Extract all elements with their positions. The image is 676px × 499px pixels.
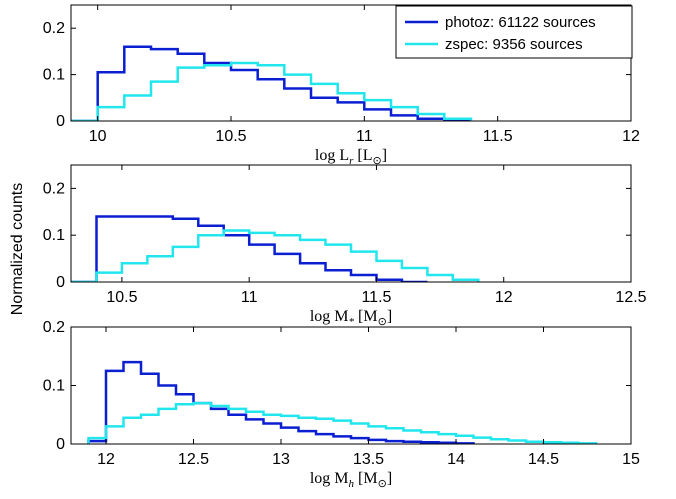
x-axis-label: log Lr [L⊙]: [315, 147, 387, 167]
series-zspec-panel-3: [87, 401, 598, 444]
y-axis-label: Normalized counts: [9, 183, 26, 316]
series-photoz-panel-1: [71, 45, 471, 121]
x-axis-label: log M* [M⊙]: [310, 308, 392, 328]
x-tick-label: 12.5: [178, 451, 209, 468]
x-tick-label: 11.5: [361, 289, 391, 306]
x-tick-label: 11: [356, 128, 373, 145]
series-zspec-panel-2: [71, 229, 480, 282]
x-tick-label: 10: [89, 128, 107, 145]
y-tick-label: 0: [56, 113, 65, 130]
y-tick-label: 0.1: [43, 378, 65, 395]
x-axis-label: log Mh [M⊙]: [310, 470, 392, 490]
x-tick-label: 10.5: [106, 289, 137, 306]
y-tick-label: 0.2: [43, 180, 65, 197]
x-tick-label: 11.5: [483, 128, 513, 145]
series-photoz-panel-2: [71, 215, 428, 282]
series-zspec-panel-1: [71, 61, 473, 121]
y-tick-label: 0: [56, 274, 65, 291]
axes-frame: [70, 326, 632, 445]
y-tick-label: 0.2: [43, 319, 65, 336]
x-tick-label: 15: [622, 451, 640, 468]
x-tick-label: 12: [622, 128, 640, 145]
x-tick-label: 12: [495, 289, 513, 306]
panel-2: 10.5 11 11.5 12 12.5 0 0.1 0.2 log M* [M⊙]: [43, 164, 647, 328]
x-tick-label: 14.5: [528, 451, 559, 468]
legend-label-zspec: zspec: 9356 sources: [445, 36, 583, 53]
panel-1: 10 10.5 11 11.5 12 0 0.1 0.2 log Lr [L⊙]: [43, 4, 640, 167]
axes-frame: [70, 4, 632, 122]
y-tick-label: 0.2: [43, 20, 65, 37]
x-tick-label: 10.5: [215, 128, 246, 145]
y-tick-label: 0.1: [43, 227, 65, 244]
x-tick-label: 12.5: [615, 289, 646, 306]
x-tick-label: 13: [272, 451, 290, 468]
x-tick-label: 14: [447, 451, 465, 468]
axes-frame: [70, 164, 632, 283]
y-tick-label: 0.1: [43, 67, 65, 84]
legend-box: [395, 5, 633, 59]
x-tick-label: 13.5: [353, 451, 384, 468]
series-photoz-panel-3: [87, 360, 475, 444]
panel-3: 12 12.5 13 13.5 14 14.5 15 0 0.1 0.2 log Mh [M⊙]: [43, 319, 640, 490]
x-tick-label: 11: [241, 289, 258, 306]
y-tick-label: 0: [56, 436, 65, 453]
x-tick-label: 12: [97, 451, 115, 468]
legend: photoz: 61122 sources zspec: 9356 source…: [395, 5, 633, 59]
legend-label-photoz: photoz: 61122 sources: [445, 14, 596, 31]
